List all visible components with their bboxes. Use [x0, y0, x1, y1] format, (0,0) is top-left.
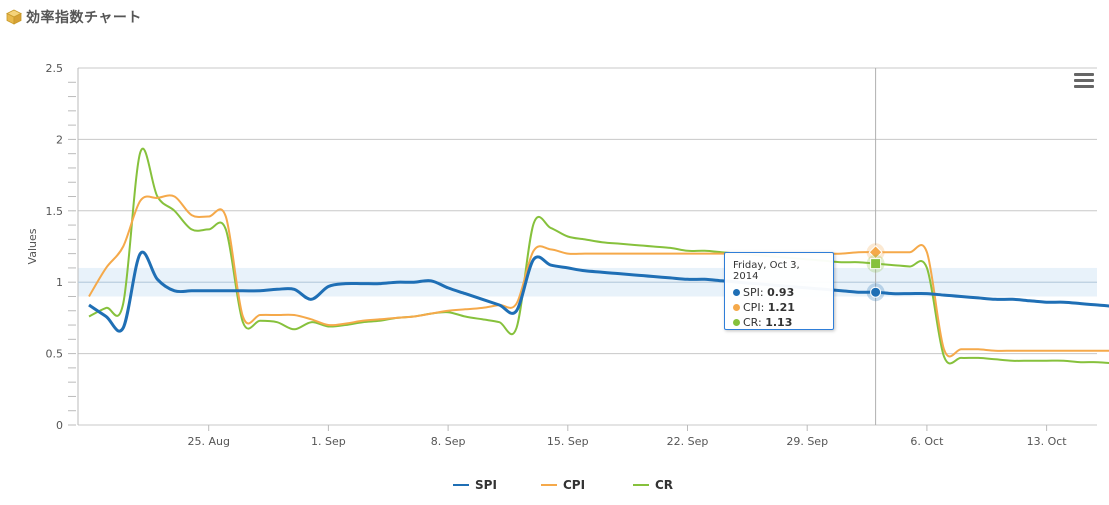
y-tick-label: 2: [56, 133, 63, 146]
y-tick-label: 1.5: [46, 205, 64, 218]
chart-tooltip: Friday, Oct 3, 2014 SPI: 0.93 CPI: 1.21 …: [724, 252, 834, 330]
panel-header: 効率指数チャート: [6, 6, 142, 28]
chart-menu-button[interactable]: [1074, 73, 1094, 89]
series-line-cpi: [88, 194, 1109, 358]
legend-label-cpi[interactable]: CPI: [563, 478, 585, 492]
chart-title: 効率指数チャート: [26, 10, 142, 26]
tooltip-date: Friday, Oct 3, 2014: [733, 260, 800, 282]
series-line-spi: [88, 250, 1109, 333]
x-tick-label: 1. Sep: [311, 435, 346, 448]
y-tick-label: 1: [56, 276, 63, 289]
hover-marker-spi: [870, 286, 882, 298]
y-tick-label: 0.5: [46, 348, 64, 361]
tooltip-row-cr: CR: 1.13: [733, 315, 825, 330]
y-tick-label: 2.5: [46, 62, 64, 75]
hamburger-menu-icon: [1074, 73, 1094, 76]
tooltip-row-cpi: CPI: 1.21: [733, 300, 825, 315]
cpi-dot-icon: [733, 304, 740, 311]
y-axis-title: Values: [26, 228, 39, 264]
x-tick-label: 8. Sep: [431, 435, 466, 448]
hover-marker-cpi: [868, 245, 883, 260]
legend-label-cr[interactable]: CR: [655, 478, 673, 492]
tooltip-row-spi: SPI: 0.93: [733, 285, 825, 300]
hover-marker-cr: [870, 258, 882, 270]
legend-label-spi[interactable]: SPI: [475, 478, 497, 492]
x-tick-label: 22. Sep: [667, 435, 709, 448]
package-icon: [6, 9, 22, 25]
x-tick-label: 15. Sep: [547, 435, 589, 448]
spi-dot-icon: [733, 289, 740, 296]
x-tick-label: 13. Oct: [1027, 435, 1068, 448]
y-tick-label: 0: [56, 419, 63, 432]
x-tick-label: 29. Sep: [786, 435, 828, 448]
x-tick-label: 25. Aug: [187, 435, 229, 448]
series-line-cr: [88, 147, 1109, 365]
cr-dot-icon: [733, 319, 740, 326]
x-tick-label: 6. Oct: [910, 435, 944, 448]
